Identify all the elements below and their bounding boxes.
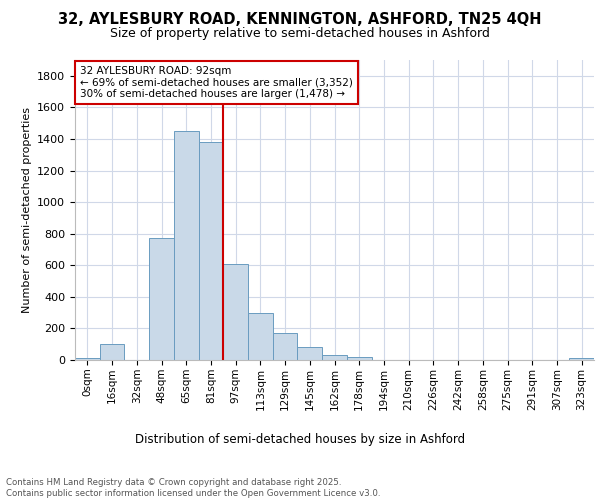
Bar [174,131,199,360]
Bar [273,333,298,360]
Bar [322,356,347,360]
Bar [223,264,248,360]
Bar [149,238,174,360]
Bar [298,346,322,360]
Bar [100,344,124,360]
Text: Size of property relative to semi-detached houses in Ashford: Size of property relative to semi-detach… [110,28,490,40]
Text: Distribution of semi-detached houses by size in Ashford: Distribution of semi-detached houses by … [135,432,465,446]
Text: 32, AYLESBURY ROAD, KENNINGTON, ASHFORD, TN25 4QH: 32, AYLESBURY ROAD, KENNINGTON, ASHFORD,… [58,12,542,28]
Y-axis label: Number of semi-detached properties: Number of semi-detached properties [22,107,32,313]
Bar [75,358,100,360]
Text: 32 AYLESBURY ROAD: 92sqm
← 69% of semi-detached houses are smaller (3,352)
30% o: 32 AYLESBURY ROAD: 92sqm ← 69% of semi-d… [80,66,353,99]
Text: Contains HM Land Registry data © Crown copyright and database right 2025.
Contai: Contains HM Land Registry data © Crown c… [6,478,380,498]
Bar [569,358,594,360]
Bar [347,357,371,360]
Bar [199,142,223,360]
Bar [248,312,273,360]
